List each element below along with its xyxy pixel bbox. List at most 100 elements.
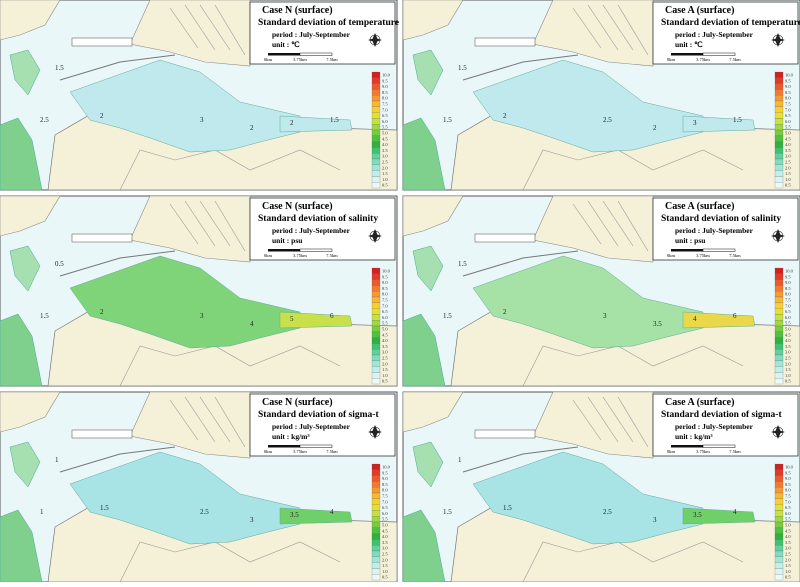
- colorbar-label: 4.5: [785, 528, 791, 533]
- colorbar-label: 6.5: [785, 505, 791, 510]
- panel-title: Standard deviation of temperature: [258, 18, 399, 28]
- colorbar-cell: [774, 176, 784, 183]
- colorbar-label: 3.0: [382, 350, 388, 355]
- colorbar-label: 1.5: [382, 171, 388, 176]
- colorbar-cell: [774, 124, 784, 131]
- colorbar-cell: [774, 498, 784, 505]
- colorbar-cell: [371, 463, 381, 470]
- colorbar-cell: [371, 147, 381, 154]
- compass-ring: [369, 230, 381, 242]
- colorbar-cell: [774, 170, 784, 177]
- map-panel: 1 1.5 1.5 2.5 3 3.5 4 Case A (surface) Standard …: [402, 391, 800, 583]
- colorbar-cell: [774, 77, 784, 84]
- panel-period: period : July-September: [675, 30, 754, 39]
- colorbar-label: 3.5: [382, 344, 388, 349]
- contour-label: 1: [55, 456, 59, 464]
- panel-period: period : July-September: [272, 30, 351, 39]
- colorbar-cell: [371, 129, 381, 136]
- colorbar-label: 8.5: [785, 286, 791, 291]
- colorbar-label: 1.0: [382, 177, 388, 182]
- colorbar-label: 6.5: [785, 309, 791, 314]
- colorbar-cell: [371, 550, 381, 557]
- colorbar-cell: [774, 475, 784, 482]
- bay-water: [69, 451, 301, 545]
- colorbar-label: 7.5: [382, 494, 388, 499]
- colorbar-label: 3.0: [785, 350, 791, 355]
- colorbar-label: 0.5: [785, 575, 791, 580]
- colorbar-cell: [774, 521, 784, 528]
- colorbar-cell: [774, 366, 784, 373]
- colorbar-cell: [371, 320, 381, 327]
- colorbar-cell: [774, 492, 784, 499]
- contour-label: 1.5: [443, 116, 452, 124]
- colorbar-label: 2.5: [785, 356, 791, 361]
- colorbar-label: 7.0: [785, 303, 791, 308]
- colorbar-label: 7.0: [382, 107, 388, 112]
- scale-bar: [671, 445, 703, 448]
- colorbar-cell: [371, 291, 381, 298]
- bay-water: [472, 255, 704, 349]
- panel-unit: unit : kg/m³: [272, 432, 310, 441]
- scale-label: 0km: [667, 449, 676, 454]
- contour-label: 2.5: [603, 116, 612, 124]
- colorbar-cell: [774, 539, 784, 546]
- colorbar-label: 9.0: [382, 280, 388, 285]
- scale-bar: [702, 248, 736, 252]
- colorbar-label: 9.0: [382, 84, 388, 89]
- colorbar-cell: [774, 360, 784, 367]
- colorbar-cell: [371, 568, 381, 575]
- colorbar-label: 9.0: [382, 476, 388, 481]
- colorbar-cell: [371, 118, 381, 125]
- colorbar-cell: [774, 510, 784, 517]
- colorbar-cell: [371, 492, 381, 499]
- colorbar-label: 4.5: [382, 136, 388, 141]
- colorbar-label: 2.0: [785, 165, 791, 170]
- colorbar-label: 9.5: [785, 274, 791, 279]
- colorbar-cell: [371, 164, 381, 171]
- colorbar-cell: [774, 129, 784, 136]
- compass-ring: [772, 230, 784, 242]
- colorbar-cell: [371, 574, 381, 581]
- contour-label: 1.5: [40, 312, 49, 320]
- map-panel: 1 1 1.5 2.5 3 3.5 4 Case N (surface) Standard de…: [0, 391, 398, 583]
- colorbar-label: 6.0: [382, 315, 388, 320]
- colorbar-label: 8.5: [382, 482, 388, 487]
- colorbar-cell: [774, 504, 784, 511]
- colorbar-label: 2.0: [785, 361, 791, 366]
- colorbar-cell: [774, 481, 784, 488]
- scale-label: 7.5km: [729, 253, 741, 258]
- colorbar-label: 4.0: [785, 534, 791, 539]
- colorbar-label: 4.0: [382, 338, 388, 343]
- compass: [771, 229, 785, 243]
- colorbar-cell: [371, 153, 381, 160]
- colorbar-label: 4.0: [382, 534, 388, 539]
- colorbar-label: 5.0: [382, 327, 388, 332]
- colorbar-cell: [371, 521, 381, 528]
- colorbar-label: 3.0: [382, 154, 388, 159]
- colorbar-label: 9.5: [382, 274, 388, 279]
- colorbar-cell: [774, 279, 784, 286]
- colorbar-cell: [774, 141, 784, 148]
- colorbar-label: 3.5: [382, 148, 388, 153]
- colorbar-label: 8.5: [785, 482, 791, 487]
- colorbar-label: 7.0: [785, 107, 791, 112]
- colorbar-cell: [774, 291, 784, 298]
- contour-label: 4: [733, 508, 737, 516]
- bay-water: [472, 59, 704, 153]
- colorbar-label: 3.0: [382, 546, 388, 551]
- colorbar-label: 4.0: [382, 142, 388, 147]
- scale-bar: [268, 53, 300, 56]
- colorbar-label: 1.0: [785, 569, 791, 574]
- colorbar-label: 2.5: [785, 552, 791, 557]
- colorbar-label: 5.5: [785, 125, 791, 130]
- colorbar-cell: [774, 314, 784, 321]
- colorbar-cell: [371, 366, 381, 373]
- colorbar-label: 1.5: [382, 563, 388, 568]
- compass: [368, 33, 382, 47]
- colorbar-cell: [774, 267, 784, 274]
- contour-label: 4: [330, 508, 334, 516]
- colorbar-cell: [371, 516, 381, 523]
- colorbar-cell: [371, 354, 381, 361]
- colorbar-label: 3.5: [785, 344, 791, 349]
- colorbar-cell: [774, 550, 784, 557]
